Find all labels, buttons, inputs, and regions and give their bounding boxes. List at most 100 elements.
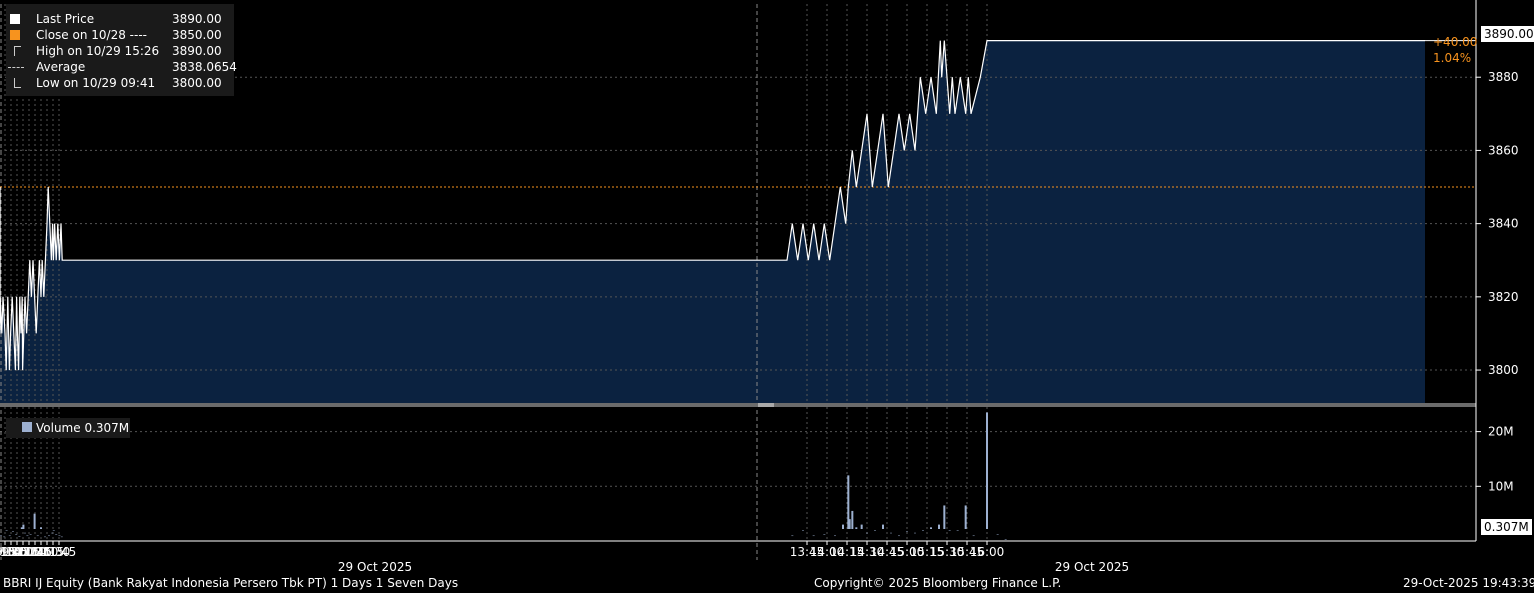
volume-bar xyxy=(1004,539,1007,540)
legend-value-average: 3838.0654 xyxy=(172,60,237,74)
volume-bar xyxy=(834,535,836,537)
legend-row-average[interactable]: Average 3838.0654 xyxy=(6,59,237,75)
volume-bar xyxy=(882,524,884,529)
x-tick-label: 14:15 xyxy=(830,545,865,559)
low-marker-icon xyxy=(14,78,21,88)
x-tick-label: 16:00 xyxy=(970,545,1005,559)
volume-bar xyxy=(22,524,25,529)
legend-label-prev-close: Close on 10/28 ---- xyxy=(36,28,147,42)
x-tick-label: 09:45 xyxy=(0,545,28,559)
legend-row-high[interactable]: High on 10/29 15:26 3890.00 xyxy=(6,43,234,59)
volume-bar xyxy=(922,530,924,531)
price-area xyxy=(0,40,1425,403)
last-volume-tag: 0.307M xyxy=(1481,519,1532,535)
volume-bar xyxy=(914,532,916,534)
volume-bar xyxy=(20,527,23,529)
x-tick-label: 15:45 xyxy=(950,545,985,559)
volume-bar xyxy=(930,527,932,529)
x-tick-label: 11:00 xyxy=(24,545,59,559)
volume-bar xyxy=(938,524,940,529)
volume-bar xyxy=(855,527,858,529)
x-tick-label: 10:15 xyxy=(6,545,41,559)
volume-bar xyxy=(823,534,826,535)
volume-bar xyxy=(848,519,851,529)
volume-bar xyxy=(791,535,794,537)
x-date-label-afternoon: 29 Oct 2025 xyxy=(1055,560,1129,574)
x-tick-label: 10:30 xyxy=(12,545,47,559)
volume-bar xyxy=(948,530,951,531)
y-tick-label-price: 3820 xyxy=(1488,290,1519,304)
legend-label-last-price: Last Price xyxy=(36,12,95,26)
volume-bar xyxy=(802,530,804,531)
volume-bar xyxy=(956,530,959,531)
price-legend: Last Price 3890.00 Close on 10/28 ---- 3… xyxy=(6,4,237,96)
volume-bar xyxy=(24,532,26,534)
last-price-tag: 3890.00 xyxy=(1481,26,1534,42)
volume-bar xyxy=(996,534,999,535)
x-tick-label: 14:45 xyxy=(870,545,905,559)
x-tick-label: 13:45 xyxy=(790,545,825,559)
volume-bar xyxy=(964,505,967,529)
legend-row-last-price[interactable]: Last Price 3890.00 xyxy=(6,11,234,27)
volume-bar xyxy=(906,531,908,532)
volume-bar xyxy=(0,535,2,537)
x-tick-label: 11:30 xyxy=(36,545,71,559)
volume-bar xyxy=(5,530,8,531)
volume-bar xyxy=(866,532,868,534)
footer-timestamp: 29-Oct-2025 19:43:39 xyxy=(1403,576,1534,590)
footer-copyright: Copyright© 2025 Bloomberg Finance L.P. xyxy=(814,576,1062,590)
x-tick-label: 14:00 xyxy=(810,545,845,559)
volume-bar xyxy=(972,535,975,537)
legend-label-low: Low on 10/29 09:41 xyxy=(36,76,156,90)
change-pct-tag: 1.04% xyxy=(1433,51,1472,65)
volume-bar xyxy=(18,536,21,537)
y-tick-label-price: 3880 xyxy=(1488,70,1519,84)
volume-bar xyxy=(44,536,46,538)
volume-bar xyxy=(851,510,854,529)
y-tick-label-price: 3800 xyxy=(1488,363,1519,377)
x-tick-label: 11:45 xyxy=(42,545,77,559)
volume-bar xyxy=(40,527,42,529)
legend-swatch-prev-close xyxy=(10,30,20,40)
y-tick-label-volume: 10M xyxy=(1488,479,1514,493)
volume-bar xyxy=(26,535,29,537)
legend-row-prev-close[interactable]: Close on 10/28 ---- 3850.00 xyxy=(6,27,234,43)
high-marker-icon xyxy=(14,46,21,56)
volume-bar xyxy=(51,532,54,534)
y-tick-label-volume: 20M xyxy=(1488,425,1514,439)
volume-bar xyxy=(847,475,850,529)
volume-bar xyxy=(874,530,876,531)
volume-legend[interactable]: Volume 0.307M xyxy=(6,418,130,438)
x-tick-label: 10:00 xyxy=(0,545,34,559)
legend-value-prev-close: 3850.00 xyxy=(172,28,222,42)
volume-bar xyxy=(60,536,63,538)
volume-bar xyxy=(29,534,32,535)
x-tick-label: 10:45 xyxy=(18,545,53,559)
volume-swatch xyxy=(22,422,32,432)
volume-bar xyxy=(943,505,946,529)
x-tick-label: 09:15 xyxy=(0,545,16,559)
legend-value-high: 3890.00 xyxy=(172,44,222,58)
volume-bar xyxy=(812,535,815,537)
panel-divider-handle xyxy=(758,403,774,407)
volume-bar xyxy=(3,536,6,538)
volume-bar xyxy=(48,535,50,537)
legend-value-low: 3800.00 xyxy=(172,76,222,90)
legend-label-average: Average xyxy=(36,60,86,74)
legend-row-low[interactable]: Low on 10/29 09:41 3800.00 xyxy=(6,75,234,91)
x-tick-label: 15:30 xyxy=(930,545,965,559)
volume-bar xyxy=(898,535,900,537)
y-tick-label-price: 3840 xyxy=(1488,217,1519,231)
x-date-label-morning: 29 Oct 2025 xyxy=(338,560,412,574)
legend-label-high: High on 10/29 15:26 xyxy=(36,44,160,58)
volume-bar xyxy=(986,412,988,529)
volume-bar xyxy=(15,534,18,535)
volume-bar xyxy=(8,535,11,537)
x-tick-label: 09:30 xyxy=(0,545,22,559)
y-tick-label-price: 3860 xyxy=(1488,143,1519,157)
change-abs-tag: +40.00 xyxy=(1433,35,1478,49)
x-tick-label: 15:15 xyxy=(910,545,945,559)
volume-bar xyxy=(842,524,844,529)
x-tick-label: 15:00 xyxy=(890,545,925,559)
volume-bar xyxy=(52,530,55,531)
